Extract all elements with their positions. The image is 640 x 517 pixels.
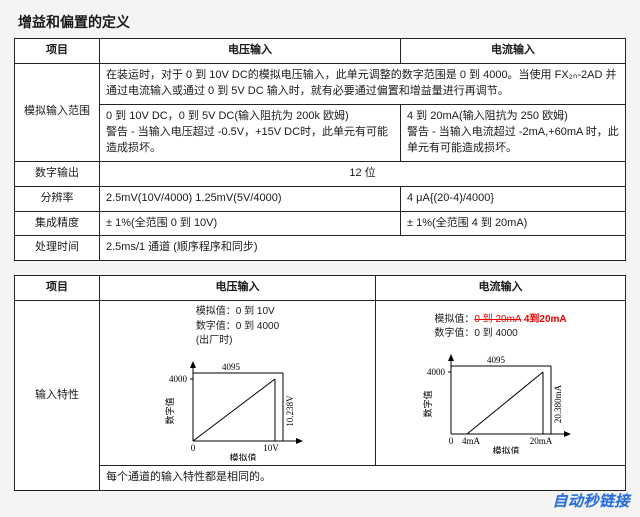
svg-text:4000: 4000 (427, 367, 446, 377)
document-title: 增益和偏置的定义 (18, 12, 626, 32)
row-digital-out: 数字输出 12 位 (15, 161, 626, 186)
svg-text:数字值: 数字值 (164, 397, 175, 424)
cell-accuracy-current: ± 1%(全范围 4 到 20mA) (401, 211, 626, 236)
label-accuracy: 集成精度 (15, 211, 100, 236)
watermark-text: 自动秒链接 (552, 490, 630, 511)
table-header-row: 项目 电压输入 电流输入 (15, 39, 626, 64)
c-label-digital: 数字值：0 到 4000 (434, 328, 517, 339)
c-label-analog-correct: 4到20mA (524, 314, 567, 325)
v-label-digital: 数字值：0 到 4000 (196, 321, 279, 332)
svg-text:20.380mA: 20.380mA (553, 384, 563, 423)
header2-voltage: 电压输入 (100, 276, 376, 301)
label-digital-out: 数字输出 (15, 161, 100, 186)
c-label-analog-strike: 0 到 20mA (474, 314, 521, 325)
header-voltage: 电压输入 (100, 39, 401, 64)
svg-text:数字值: 数字值 (422, 390, 433, 417)
v-label-analog: 模拟值：0 到 10V (196, 306, 275, 317)
cell-analog-voltage: 0 到 10V DC，0 到 5V DC(输入阻抗为 200k 欧姆) 警告 -… (100, 104, 401, 161)
row-analog-range-detail: 0 到 10V DC，0 到 5V DC(输入阻抗为 200k 欧姆) 警告 -… (15, 104, 626, 161)
voltage-chart: 4095 4000 0 10V 10.238V 模拟值 数字 (143, 351, 333, 461)
row-input-characteristic: 输入特性 模拟值：0 到 10V 数字值：0 到 4000 (出厂时) 4095 (15, 301, 626, 466)
cell-resolution-current: 4 μA{(20-4)/4000} (401, 186, 626, 211)
svg-text:10V: 10V (263, 443, 279, 453)
cell-footnote: 每个通道的输入特性都是相同的。 (100, 465, 626, 490)
row-footnote: 每个通道的输入特性都是相同的。 (15, 465, 626, 490)
current-chart-labels: 模拟值：0 到 20mA 4到20mA 数字值：0 到 4000 (434, 313, 566, 342)
svg-text:4095: 4095 (222, 362, 241, 372)
cell-proc-time: 2.5ms/1 通道 (顺序程序和同步) (100, 236, 626, 261)
table2-header-row: 项目 电压输入 电流输入 (15, 276, 626, 301)
v-label-default: (出厂时) (196, 335, 233, 346)
svg-text:0: 0 (448, 436, 453, 446)
cell-resolution-voltage: 2.5mV(10V/4000) 1.25mV(5V/4000) (100, 186, 401, 211)
c-label-analog-prefix: 模拟值： (434, 314, 474, 325)
header-current: 电流输入 (401, 39, 626, 64)
row-resolution: 分辨率 2.5mV(10V/4000) 1.25mV(5V/4000) 4 μA… (15, 186, 626, 211)
label-proc-time: 处理时间 (15, 236, 100, 261)
cell-current-chart: 模拟值：0 到 20mA 4到20mA 数字值：0 到 4000 4095 40… (376, 301, 626, 466)
cell-analog-intro: 在装运时，对于 0 到 10V DC的模拟电压输入，此单元调整的数字范围是 0 … (100, 63, 626, 104)
current-chart: 4095 4000 0 4mA 20mA 20.380mA 模拟值 数字值 (401, 344, 601, 454)
cell-accuracy-voltage: ± 1%(全范围 0 到 10V) (100, 211, 401, 236)
header2-current: 电流输入 (376, 276, 626, 301)
row-accuracy: 集成精度 ± 1%(全范围 0 到 10V) ± 1%(全范围 4 到 20mA… (15, 211, 626, 236)
spec-table-1: 项目 电压输入 电流输入 模拟输入范围 在装运时，对于 0 到 10V DC的模… (14, 38, 626, 261)
row-analog-range-intro: 模拟输入范围 在装运时，对于 0 到 10V DC的模拟电压输入，此单元调整的数… (15, 63, 626, 104)
svg-text:20mA: 20mA (529, 436, 552, 446)
svg-text:4095: 4095 (487, 355, 506, 365)
svg-text:4000: 4000 (169, 374, 188, 384)
svg-text:0: 0 (190, 443, 195, 453)
row-proc-time: 处理时间 2.5ms/1 通道 (顺序程序和同步) (15, 236, 626, 261)
svg-text:4mA: 4mA (462, 436, 481, 446)
cell-digital-out: 12 位 (100, 161, 626, 186)
svg-text:10.238V: 10.238V (285, 395, 295, 427)
voltage-chart-labels: 模拟值：0 到 10V 数字值：0 到 4000 (出厂时) (196, 305, 279, 349)
label-resolution: 分辨率 (15, 186, 100, 211)
svg-text:模拟值: 模拟值 (229, 452, 256, 461)
cell-voltage-chart: 模拟值：0 到 10V 数字值：0 到 4000 (出厂时) 4095 4000 (100, 301, 376, 466)
svg-text:模拟值: 模拟值 (492, 445, 519, 454)
label-analog-range: 模拟输入范围 (15, 63, 100, 161)
spec-table-2: 项目 电压输入 电流输入 输入特性 模拟值：0 到 10V 数字值：0 到 40… (14, 275, 626, 490)
header-item: 项目 (15, 39, 100, 64)
cell-analog-current: 4 到 20mA(输入阻抗为 250 欧姆) 警告 - 当输入电流超过 -2mA… (401, 104, 626, 161)
label-input-char: 输入特性 (15, 301, 100, 490)
header2-item: 项目 (15, 276, 100, 301)
